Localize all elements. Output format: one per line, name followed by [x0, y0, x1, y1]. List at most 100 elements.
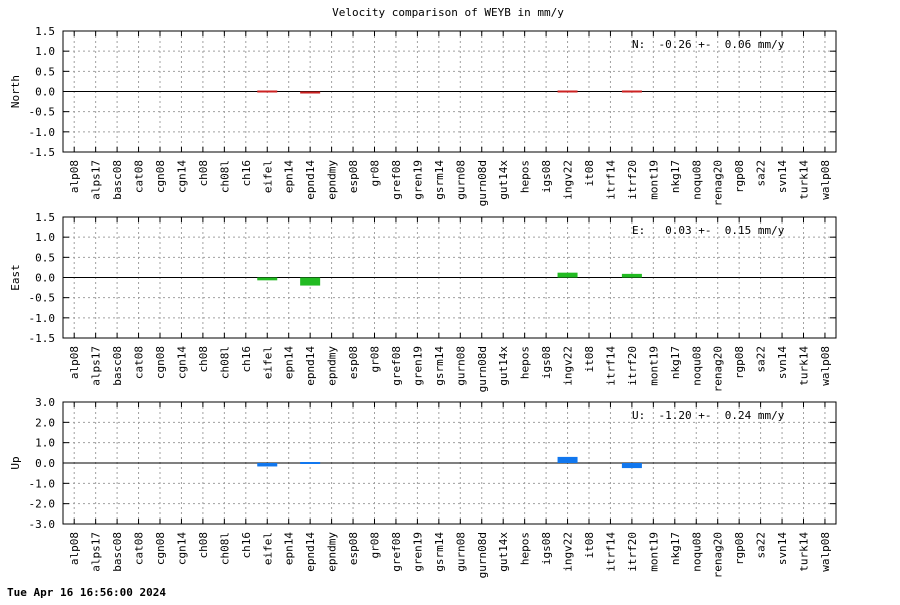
y-tick-label: 0.0: [35, 272, 55, 285]
x-tick-label: ch08l: [218, 160, 231, 193]
x-tick-label: cgn14: [175, 346, 188, 379]
y-tick-label: 0.5: [35, 251, 55, 264]
x-tick-label: alp08: [68, 160, 81, 193]
velocity-annotation: E: 0.03 +- 0.15 mm/y: [632, 224, 785, 237]
x-tick-label: ch16: [240, 346, 253, 373]
x-tick-label: itrf14: [604, 160, 617, 200]
x-tick-label: cat08: [133, 532, 146, 565]
x-tick-label: cgn14: [175, 532, 188, 565]
y-axis-label: Up: [9, 456, 22, 469]
x-tick-label: gsrm14: [433, 532, 446, 572]
x-tick-label: hepos: [519, 160, 532, 193]
y-tick-label: -1.0: [29, 126, 56, 139]
y-tick-label: 3.0: [35, 396, 55, 409]
x-tick-label: ingv22: [562, 532, 575, 572]
x-tick-label: mont19: [647, 160, 660, 200]
x-tick-label: basc08: [111, 346, 124, 386]
x-tick-label: itrf20: [626, 160, 639, 200]
x-tick-label: noqu08: [690, 532, 703, 572]
x-tick-label: svn14: [776, 346, 789, 379]
x-tick-label: eifel: [261, 160, 274, 193]
y-tick-label: 2.0: [35, 416, 55, 429]
x-tick-label: esp08: [347, 346, 360, 379]
y-tick-label: 0.5: [35, 65, 55, 78]
x-tick-label: itrf20: [626, 532, 639, 572]
x-tick-label: ch16: [240, 532, 253, 559]
x-tick-label: ingv22: [562, 160, 575, 200]
bar-ingv22: [557, 456, 578, 463]
panel-up: 3.0 2.0 1.0 0.0 -1.0 -2.0 -3.0 Up alp08 alps17 bas…: [9, 396, 837, 578]
x-tick-label: walp08: [819, 532, 832, 572]
x-tick-label: ch08l: [218, 532, 231, 565]
x-tick-label: gurn08: [454, 532, 467, 572]
x-tick-label: cgn08: [154, 160, 167, 193]
x-tick-label: itrf14: [604, 346, 617, 386]
x-tick-label: cgn08: [154, 346, 167, 379]
x-tick-label: igs08: [540, 532, 553, 565]
x-tick-label: sa22: [755, 160, 768, 187]
x-tick-label: it08: [583, 532, 596, 559]
x-tick-label: gurn08: [454, 346, 467, 386]
x-tick-label: esp08: [347, 532, 360, 565]
x-tick-label: basc08: [111, 532, 124, 572]
x-tick-label: basc08: [111, 160, 124, 200]
timestamp-footer: Tue Apr 16 16:56:00 2024: [7, 586, 166, 599]
x-tick-label: eifel: [261, 532, 274, 565]
bar-epnd14: [300, 91, 321, 94]
x-tick-label: ch08: [197, 160, 210, 187]
y-tick-label: -0.5: [29, 106, 56, 119]
x-tick-label: gut14x: [497, 532, 510, 572]
bar-itrf20: [621, 90, 642, 93]
y-tick-label: -1.0: [29, 312, 56, 325]
x-tick-label: epn14: [283, 532, 296, 565]
y-axis-label: North: [9, 75, 22, 108]
x-tick-label: gurn08: [454, 160, 467, 200]
x-tick-label: gref08: [390, 346, 403, 386]
x-tick-label: mont19: [647, 532, 660, 572]
y-tick-label: -0.5: [29, 292, 56, 305]
bar-eifel: [257, 463, 278, 467]
x-tick-label: epn14: [283, 346, 296, 379]
y-tick-label: 1.5: [35, 25, 55, 38]
x-tick-label: cgn08: [154, 532, 167, 565]
x-tick-label: igs08: [540, 160, 553, 193]
x-tick-label: epndmy: [326, 160, 339, 200]
x-tick-label: epndmy: [326, 532, 339, 572]
x-tick-label: ch16: [240, 160, 253, 187]
x-tick-label: gren19: [411, 160, 424, 200]
x-tick-label: alps17: [90, 532, 103, 572]
x-tick-label: alp08: [68, 346, 81, 379]
x-tick-label: renag20: [712, 160, 725, 206]
bar-itrf20: [621, 463, 642, 469]
x-tick-label: cat08: [133, 346, 146, 379]
y-tick-label: 1.0: [35, 231, 55, 244]
x-tick-label: ch08: [197, 346, 210, 373]
x-tick-label: alp08: [68, 532, 81, 565]
x-tick-label: ingv22: [562, 346, 575, 386]
x-tick-label: hepos: [519, 346, 532, 379]
x-tick-label: sa22: [755, 532, 768, 559]
x-tick-label: noqu08: [690, 346, 703, 386]
x-tick-label: gsrm14: [433, 160, 446, 200]
y-tick-label: 0.0: [35, 457, 55, 470]
bar-eifel: [257, 90, 278, 93]
chart-title: Velocity comparison of WEYB in mm/y: [332, 6, 564, 19]
x-tick-label: gut14x: [497, 346, 510, 386]
x-tick-label: rgp08: [733, 532, 746, 565]
x-tick-label: alps17: [90, 160, 103, 200]
x-tick-label: svn14: [776, 532, 789, 565]
y-tick-label: -1.5: [29, 146, 56, 159]
bar-epnd14: [300, 277, 321, 286]
x-tick-label: esp08: [347, 160, 360, 193]
x-tick-label: rgp08: [733, 160, 746, 193]
y-tick-label: 1.0: [35, 437, 55, 450]
x-tick-label: itrf20: [626, 346, 639, 386]
x-tick-label: gurn08d: [476, 160, 489, 206]
bar-epnd14: [300, 462, 321, 464]
x-tick-label: eifel: [261, 346, 274, 379]
x-tick-label: turk14: [798, 160, 811, 200]
x-tick-label: epndmy: [326, 346, 339, 386]
x-tick-label: epnd14: [304, 346, 317, 386]
y-tick-label: -1.0: [29, 477, 56, 490]
x-tick-label: walp08: [819, 160, 832, 200]
